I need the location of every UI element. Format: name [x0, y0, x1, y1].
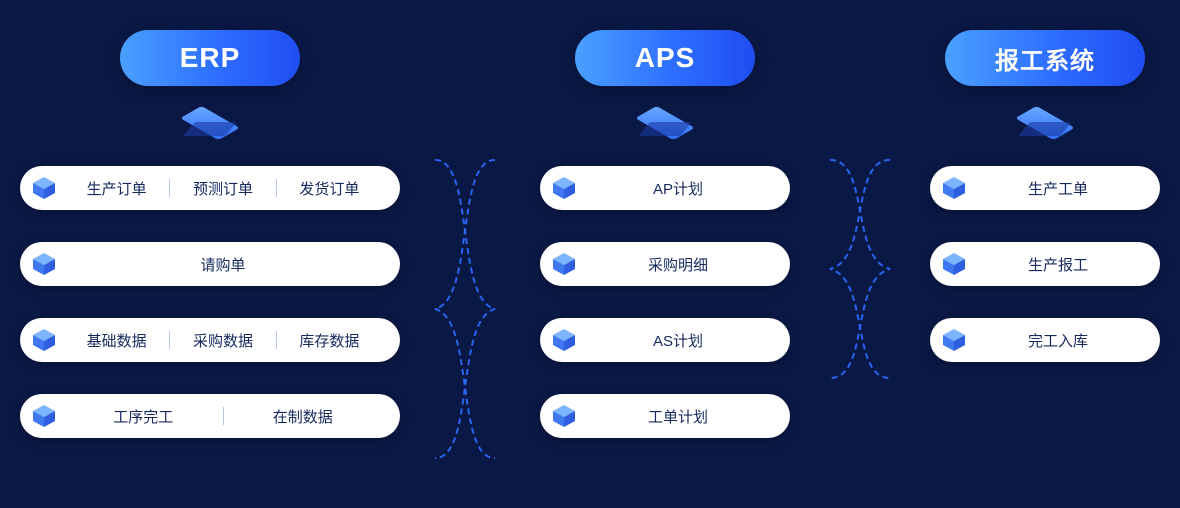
header-aps-label: APS	[635, 42, 696, 74]
seg: 基础数据	[64, 330, 169, 351]
rep-row-0: 生产工单	[930, 166, 1160, 210]
pill-content: 请购单	[64, 254, 382, 275]
seg: 库存数据	[277, 330, 382, 351]
header-rep-label: 报工系统	[995, 41, 1095, 76]
header-erp: ERP	[120, 30, 300, 86]
doc-icon	[550, 174, 578, 202]
system-diagram: ERP 生产订单 预测订单 发货订单 请购单	[0, 0, 1180, 508]
aps-row-2: AS计划	[540, 318, 790, 362]
doc-icon	[550, 250, 578, 278]
doc-icon	[940, 326, 968, 354]
doc-icon	[940, 174, 968, 202]
doc-icon	[550, 326, 578, 354]
rep-row-1: 生产报工	[930, 242, 1160, 286]
aps-rows: AP计划 采购明细 AS计划 工单计划	[540, 166, 790, 438]
seg: 生产工单	[974, 178, 1142, 199]
diamond-icon	[638, 108, 692, 138]
pill-content: 生产报工	[974, 254, 1142, 275]
doc-icon	[550, 402, 578, 430]
diamond-icon	[183, 108, 237, 138]
connector-aps-rep	[820, 150, 900, 388]
rep-row-2: 完工入库	[930, 318, 1160, 362]
erp-row-3: 工序完工 在制数据	[20, 394, 400, 438]
header-erp-label: ERP	[180, 42, 241, 74]
seg: 预测订单	[170, 178, 275, 199]
seg: 工单计划	[584, 406, 772, 427]
seg: AS计划	[584, 330, 772, 351]
doc-icon	[940, 250, 968, 278]
doc-icon	[30, 174, 58, 202]
seg: 在制数据	[224, 406, 383, 427]
column-erp: ERP 生产订单 预测订单 发货订单 请购单	[20, 30, 400, 438]
seg: 完工入库	[974, 330, 1142, 351]
pill-content: 工单计划	[584, 406, 772, 427]
header-aps: APS	[575, 30, 755, 86]
pill-content: 完工入库	[974, 330, 1142, 351]
erp-rows: 生产订单 预测订单 发货订单 请购单 基础数据	[20, 166, 400, 438]
diamond-icon	[1018, 108, 1072, 138]
pill-content: AP计划	[584, 178, 772, 199]
seg: 发货订单	[277, 178, 382, 199]
pill-content: 基础数据 采购数据 库存数据	[64, 330, 382, 351]
column-rep: 报工系统 生产工单 生产报工 完工入库	[930, 30, 1160, 362]
connector-erp-aps	[425, 150, 505, 468]
rep-rows: 生产工单 生产报工 完工入库	[930, 166, 1160, 362]
doc-icon	[30, 250, 58, 278]
seg: 工序完工	[64, 406, 223, 427]
seg: 采购数据	[170, 330, 275, 351]
doc-icon	[30, 326, 58, 354]
doc-icon	[30, 402, 58, 430]
erp-row-0: 生产订单 预测订单 发货订单	[20, 166, 400, 210]
aps-row-0: AP计划	[540, 166, 790, 210]
pill-content: 生产订单 预测订单 发货订单	[64, 178, 382, 199]
pill-content: 生产工单	[974, 178, 1142, 199]
aps-row-3: 工单计划	[540, 394, 790, 438]
pill-content: 采购明细	[584, 254, 772, 275]
seg: 采购明细	[584, 254, 772, 275]
seg: 请购单	[64, 254, 382, 275]
seg: 生产报工	[974, 254, 1142, 275]
erp-row-2: 基础数据 采购数据 库存数据	[20, 318, 400, 362]
header-rep: 报工系统	[945, 30, 1145, 86]
pill-content: AS计划	[584, 330, 772, 351]
seg: 生产订单	[64, 178, 169, 199]
pill-content: 工序完工 在制数据	[64, 406, 382, 427]
column-aps: APS AP计划 采购明细 AS计划	[540, 30, 790, 438]
erp-row-1: 请购单	[20, 242, 400, 286]
seg: AP计划	[584, 178, 772, 199]
aps-row-1: 采购明细	[540, 242, 790, 286]
